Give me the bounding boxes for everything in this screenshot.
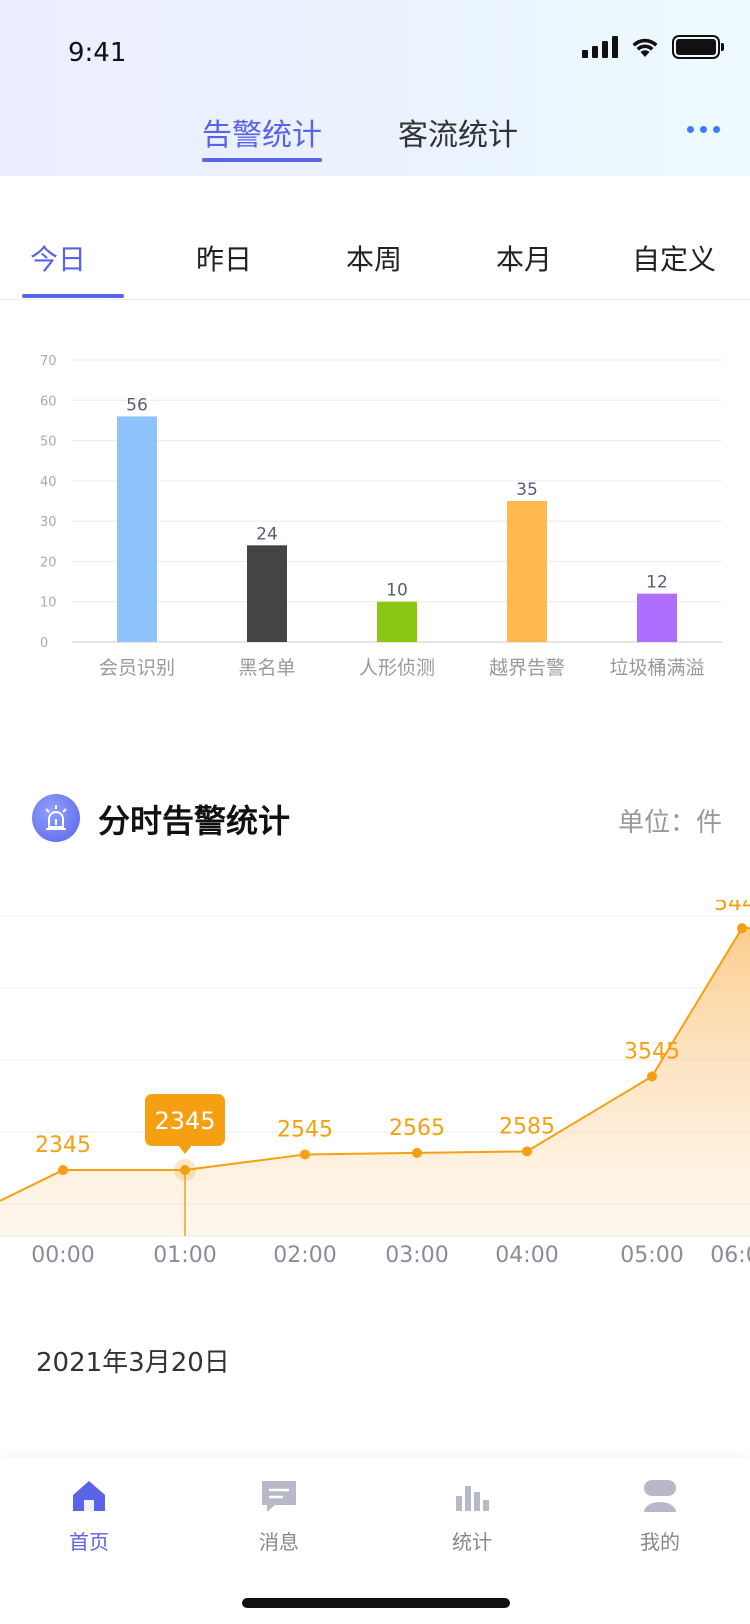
data-point [522, 1146, 532, 1157]
date-tab-yesterday[interactable]: 昨日 [196, 243, 253, 276]
top-tabs: 告警统计 客流统计 [0, 110, 750, 170]
header: 9:41 告警统计 客流统计 [0, 0, 750, 176]
date-tab-month[interactable]: 本月 [496, 243, 553, 276]
data-point [647, 1071, 657, 1082]
wifi-icon [632, 38, 658, 57]
nav-item-profile[interactable]: 我的 [600, 1476, 720, 1555]
nav-item-stats[interactable]: 统计 [412, 1476, 532, 1555]
hourly-alarm-line-chart[interactable]: 2345 2545 2565 2585 3545 5444 2345 00:00 01:00 02… [0, 900, 750, 1320]
data-value-label: 3545 [624, 1039, 680, 1064]
date-tab-custom[interactable]: 自定义 [632, 243, 717, 276]
date-tab-week[interactable]: 本周 [346, 243, 403, 276]
y-tick-label: 60 [40, 394, 57, 409]
data-point [737, 923, 747, 934]
alarm-type-bar-chart: 0 10 20 30 40 50 60 70 56 会员识别 24 黑名单 10 人形侦测 35 越界告警 12… [40, 354, 722, 679]
status-time: 9:41 [68, 38, 127, 68]
section-title: 分时告警统计 [98, 802, 291, 840]
y-tick-label: 70 [40, 354, 57, 369]
tooltip: 2345 [145, 1094, 225, 1155]
tooltip-arrow [178, 1145, 192, 1155]
x-category-label: 会员识别 [99, 657, 175, 679]
x-tick-label: 00:00 [31, 1243, 94, 1268]
nav-label-profile: 我的 [640, 1530, 680, 1554]
bar-value-label: 56 [126, 395, 148, 415]
bar-value-label: 10 [386, 581, 408, 601]
x-category-label: 越界告警 [489, 657, 565, 679]
bar [637, 593, 677, 642]
data-point [300, 1149, 310, 1160]
bar [507, 501, 547, 642]
data-value-label: 2565 [389, 1116, 445, 1141]
x-tick-label: 06:00 [710, 1243, 750, 1268]
bar-value-label: 35 [516, 480, 538, 500]
status-icons [582, 32, 724, 62]
x-tick-label: 05:00 [620, 1243, 683, 1268]
alarm-icon [32, 794, 80, 842]
message-icon [262, 1481, 296, 1512]
data-value-label: 5444 [714, 900, 750, 916]
nav-label-stats: 统计 [452, 1530, 492, 1554]
data-value-label: 2345 [35, 1133, 91, 1158]
tooltip-value: 2345 [154, 1107, 215, 1135]
tab-traffic-stats[interactable]: 客流统计 [398, 118, 518, 153]
bar-value-label: 12 [646, 573, 668, 593]
y-tick-label: 20 [40, 555, 57, 570]
bar [117, 416, 157, 642]
stats-icon [456, 1486, 489, 1511]
x-tick-label: 02:00 [273, 1243, 336, 1268]
top-tab-indicator [202, 158, 322, 162]
bar-value-label: 24 [256, 524, 278, 544]
signal-icon [582, 36, 618, 58]
nav-label-home: 首页 [69, 1530, 109, 1554]
home-icon [73, 1481, 105, 1511]
y-tick-label: 40 [40, 475, 57, 490]
y-tick-label: 0 [40, 636, 48, 651]
data-value-label: 2585 [499, 1114, 555, 1139]
nav-item-messages[interactable]: 消息 [219, 1476, 339, 1555]
tooltip-box [145, 1094, 225, 1147]
date-tab-today[interactable]: 今日 [30, 243, 87, 276]
profile-icon [644, 1480, 676, 1512]
nav-item-home[interactable]: 首页 [29, 1476, 149, 1555]
home-indicator [242, 1598, 510, 1608]
bar [377, 601, 417, 642]
data-value-label: 2545 [277, 1117, 333, 1142]
area-fill [0, 928, 750, 1236]
y-tick-label: 50 [40, 435, 57, 450]
date-label: 2021年3月20日 [36, 1348, 230, 1378]
unit-label: 单位：件 [617, 808, 722, 838]
x-category-label: 黑名单 [238, 657, 295, 679]
data-point [180, 1165, 190, 1176]
nav-label-messages: 消息 [259, 1530, 299, 1554]
x-category-label: 垃圾桶满溢 [609, 657, 704, 679]
x-tick-label: 01:00 [153, 1243, 216, 1268]
y-tick-label: 30 [40, 515, 57, 530]
x-tick-label: 03:00 [385, 1243, 448, 1268]
date-tab-indicator [22, 294, 124, 298]
x-category-label: 人形侦测 [359, 657, 435, 679]
bar [247, 545, 287, 642]
data-point [58, 1165, 68, 1176]
y-tick-label: 10 [40, 596, 57, 611]
data-point [412, 1147, 422, 1158]
bottom-nav: 首页 消息 统计 我的 [0, 1458, 750, 1624]
tab-alarm-stats[interactable]: 告警统计 [202, 118, 322, 153]
more-icon[interactable] [687, 126, 720, 133]
x-tick-label: 04:00 [495, 1243, 558, 1268]
date-tabs: 今日 昨日 本周 本月 自定义 [0, 176, 750, 300]
battery-icon [672, 35, 724, 59]
